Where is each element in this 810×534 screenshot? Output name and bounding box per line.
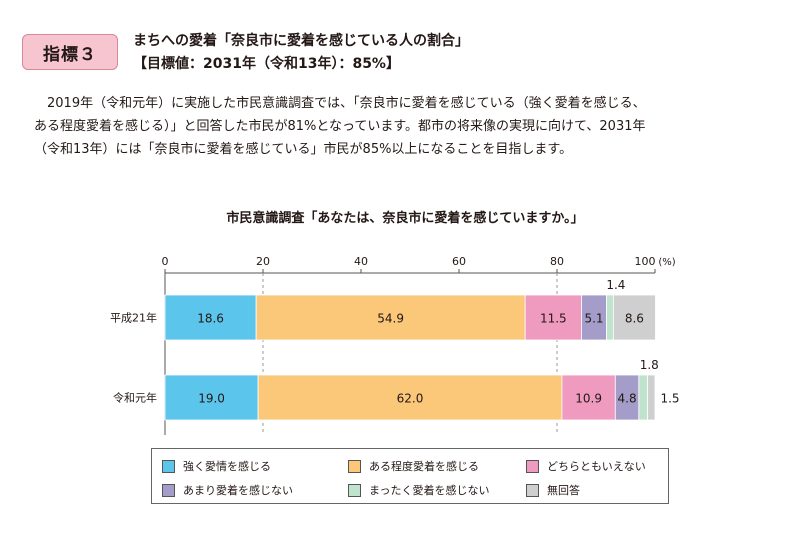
chart-title: 市民意識調査「あなたは、奈良市に愛着を感じていますか。」 (226, 211, 584, 226)
unit-label: (%) (658, 257, 675, 268)
legend-label: どちらともいえない (547, 460, 646, 473)
bar-segment (647, 374, 656, 421)
legend-item: どちらともいえない (526, 458, 646, 474)
legend-item: あまり愛着を感じない (162, 482, 293, 498)
legend-label: 強く愛情を感じる (183, 460, 271, 473)
data-label: 10.9 (575, 392, 602, 406)
stacked-bar-chart: 0 20 40 60 80 100 (%) 平成21年 18.6 54.9 11.5 5.1 1.4 8.… (110, 255, 680, 435)
data-label: 4.8 (618, 392, 637, 406)
legend-label: まったく愛着を感じない (369, 484, 490, 497)
category-label: 平成21年 (110, 311, 157, 325)
legend-label: 無回答 (547, 484, 580, 497)
bar-segment (255, 294, 526, 341)
data-label: 8.6 (625, 312, 644, 326)
data-label: 11.5 (540, 312, 567, 326)
indicator-title: まちへの愛着「奈良市に愛着を感じている人の割合」 (133, 33, 469, 49)
description-text: 2019年（令和元年）に実施した市民意識調査では、「奈良市に愛着を感じている（強… (34, 92, 780, 161)
indicator-badge: 指標３ (22, 34, 118, 70)
description-line: 2019年（令和元年）に実施した市民意識調査では、「奈良市に愛着を感じている（強… (34, 96, 646, 111)
bar-segment (612, 294, 656, 341)
legend-item: ある程度愛着を感じる (348, 458, 479, 474)
indicator-target: 【目標値：2031年（令和13年）：85%】 (133, 56, 400, 72)
legend-swatch (162, 483, 175, 497)
category-label: 令和元年 (113, 391, 157, 405)
x-tick-label: 80 (550, 255, 564, 268)
data-label: 1.8 (640, 358, 659, 372)
chart-legend: 強く愛情を感じる ある程度愛着を感じる どちらともいえない あまり愛着を感じない… (151, 448, 669, 504)
legend-swatch (526, 483, 539, 497)
description-line: （令和13年）には「奈良市に愛着を感じている」市民が85%以上になることを目指し… (34, 142, 573, 157)
legend-label: ある程度愛着を感じる (369, 460, 479, 473)
bar-segment (581, 294, 607, 341)
description-line: ある程度愛着を感じる）」と回答した市民が81%となっています。都市の将来像の実現… (34, 119, 646, 134)
x-tick-label: 100 (635, 255, 656, 268)
x-tick-label: 60 (452, 255, 466, 268)
data-label: 18.6 (197, 312, 224, 326)
legend-swatch (162, 459, 175, 473)
data-label: 1.5 (660, 392, 679, 406)
bar-segment (561, 374, 616, 421)
data-label: 54.9 (377, 312, 404, 326)
data-label: 62.0 (397, 392, 424, 406)
legend-item: まったく愛着を感じない (348, 482, 490, 498)
bar-segment (257, 374, 563, 421)
bar-segment (606, 294, 614, 341)
legend-label: あまり愛着を感じない (183, 484, 293, 497)
data-label: 1.4 (606, 278, 625, 292)
bar-segment (164, 374, 259, 421)
bar-segment (638, 374, 649, 421)
legend-swatch (348, 459, 361, 473)
legend-swatch (526, 459, 539, 473)
x-tick-label: 20 (256, 255, 270, 268)
x-tick-label: 0 (162, 255, 169, 268)
legend-item: 無回答 (526, 482, 580, 498)
legend-swatch (348, 483, 361, 497)
data-label: 5.1 (584, 312, 603, 326)
bar-segment (524, 294, 582, 341)
data-label: 19.0 (198, 392, 225, 406)
legend-item: 強く愛情を感じる (162, 458, 271, 474)
x-tick-label: 40 (354, 255, 368, 268)
